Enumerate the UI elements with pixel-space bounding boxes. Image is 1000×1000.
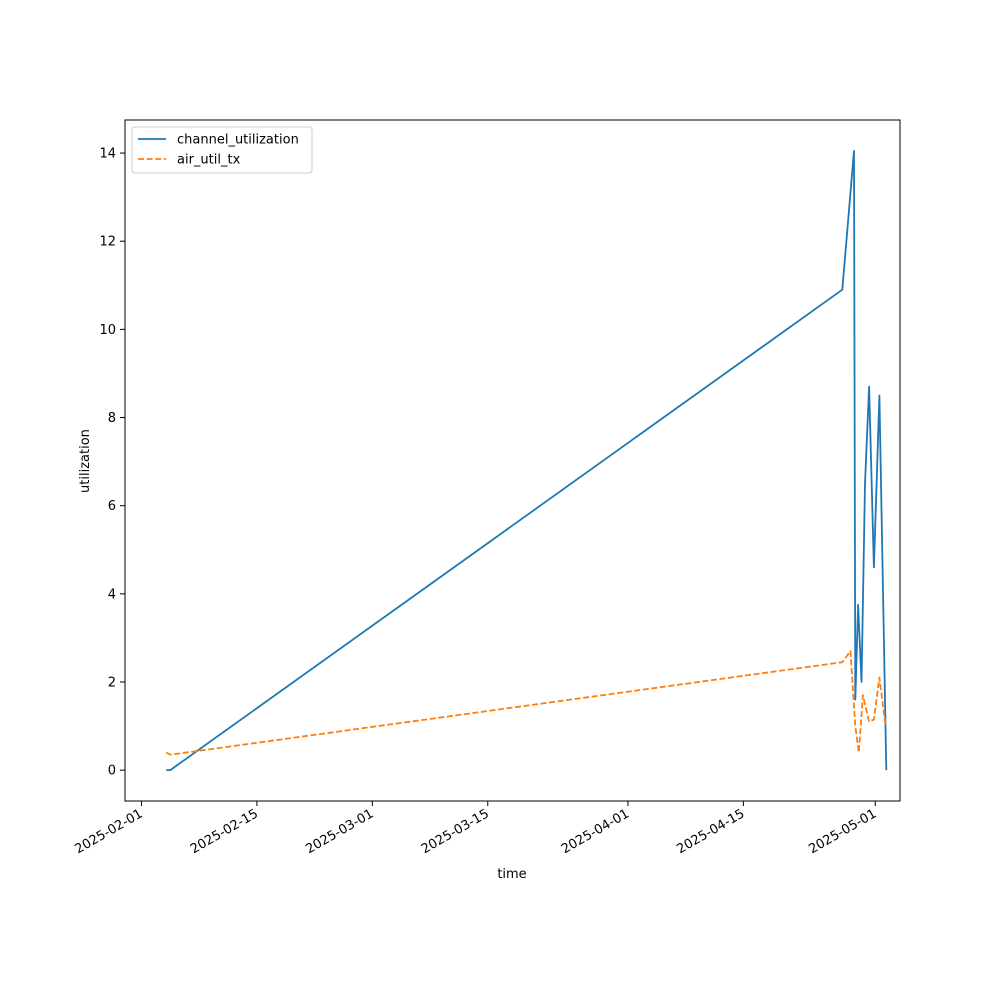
y-tick-label: 0 bbox=[108, 764, 116, 779]
legend-label: air_util_tx bbox=[177, 153, 241, 168]
series-layer bbox=[165, 149, 888, 771]
legend: channel_utilization air_util_tx bbox=[131, 126, 313, 174]
legend-box bbox=[131, 126, 313, 174]
plot-frame bbox=[124, 119, 901, 802]
x-axis-label: time bbox=[497, 867, 526, 882]
y-tick-label: 10 bbox=[99, 323, 116, 338]
legend-label: channel_utilization bbox=[177, 133, 299, 148]
y-axis: 0 2 4 6 8 10 12 14 bbox=[99, 147, 125, 779]
y-tick-label: 12 bbox=[99, 235, 116, 250]
series-line-channel-utilization bbox=[166, 149, 888, 771]
y-tick-label: 8 bbox=[108, 411, 116, 426]
y-tick-label: 4 bbox=[108, 587, 116, 602]
y-tick-label: 6 bbox=[108, 499, 116, 514]
y-tick-label: 2 bbox=[108, 675, 116, 690]
y-tick-label: 14 bbox=[99, 147, 116, 162]
y-axis-label: utilization bbox=[78, 429, 93, 493]
series-line-air-util-tx bbox=[165, 650, 887, 756]
